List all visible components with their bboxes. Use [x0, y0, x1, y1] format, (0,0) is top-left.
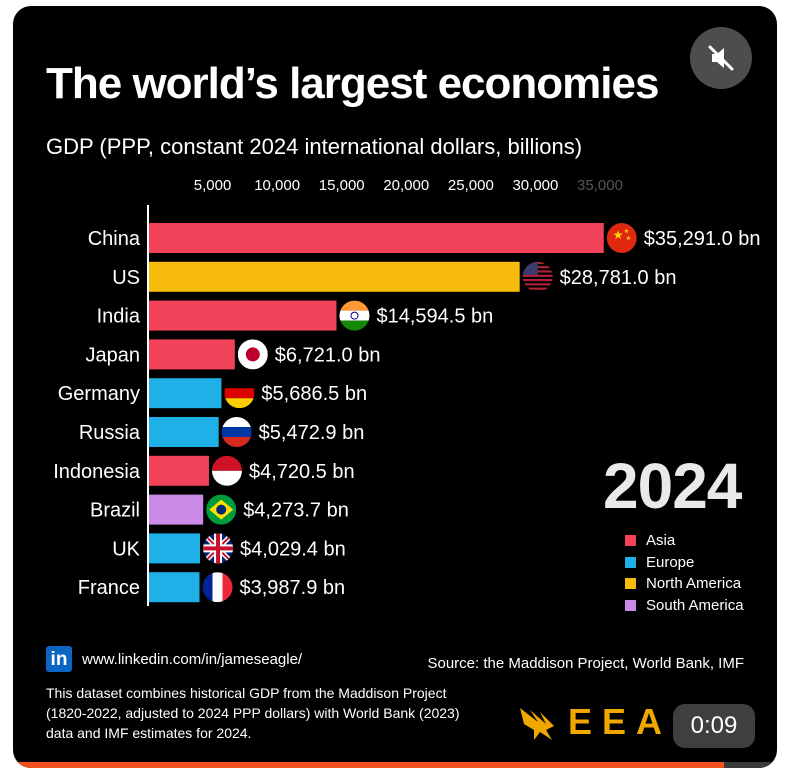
category-label: Russia	[79, 422, 141, 444]
bar	[149, 223, 604, 253]
bar	[149, 494, 204, 525]
legend-label: North America	[646, 575, 742, 593]
chart-subtitle: GDP (PPP, constant 2024 international do…	[46, 134, 583, 159]
category-label: Brazil	[90, 500, 140, 522]
linkedin-icon: in	[46, 646, 72, 672]
legend-label: Europe	[646, 553, 695, 571]
value-label: $5,472.9 bn	[259, 422, 365, 444]
x-tick-label: 30,000	[512, 177, 558, 194]
legend-label: Asia	[646, 532, 676, 550]
svg-text:★: ★	[624, 228, 629, 235]
bar	[149, 261, 520, 292]
value-label: $4,029.4 bn	[240, 538, 346, 560]
france-flag-icon	[202, 572, 233, 603]
footnote-line: data and IMF estimates for 2024.	[46, 725, 252, 741]
legend: Asia Europe North America South America	[625, 530, 744, 616]
legend-swatch	[625, 578, 636, 590]
bar	[149, 533, 201, 564]
bar	[149, 572, 200, 603]
year-label: 2024	[603, 450, 742, 522]
japan-flag-icon	[237, 339, 268, 370]
eagle-icon	[520, 708, 554, 740]
category-label: China	[88, 228, 141, 250]
x-tick-label: 20,000	[383, 177, 429, 194]
svg-text:★: ★	[626, 235, 631, 242]
uk-flag-icon	[203, 533, 234, 564]
legend-swatch	[625, 599, 636, 611]
legend-item: Asia	[625, 530, 744, 552]
legend-swatch	[625, 535, 636, 547]
mute-button[interactable]	[690, 27, 752, 89]
video-card[interactable]: The world’s largest economies GDP (PPP, …	[13, 6, 777, 768]
chart-title: The world’s largest economies	[46, 59, 659, 108]
x-tick-label: 25,000	[448, 177, 494, 194]
value-label: $3,987.9 bn	[240, 577, 346, 599]
value-label: $35,291.0 bn	[644, 228, 761, 250]
china-flag-icon: ★ ★★	[606, 223, 637, 253]
footnote: This dataset combines historical GDP fro…	[46, 683, 516, 743]
x-tick-label: 35,000	[577, 177, 623, 194]
value-label: $14,594.5 bn	[376, 306, 493, 328]
x-tick-label: 5,000	[194, 177, 232, 194]
value-label: $4,720.5 bn	[249, 461, 355, 483]
video-progress-fill	[13, 762, 724, 768]
category-label: UK	[112, 538, 140, 560]
category-label: Indonesia	[53, 461, 141, 483]
us-flag-icon	[522, 261, 553, 290]
video-timer: 0:09	[673, 704, 755, 748]
value-label: $4,273.7 bn	[243, 500, 349, 522]
legend-label: South America	[646, 596, 744, 614]
india-flag-icon	[339, 300, 370, 331]
x-tick-label: 15,000	[319, 177, 365, 194]
category-label: Germany	[58, 383, 140, 405]
svg-text:★: ★	[613, 228, 624, 242]
bar	[149, 378, 222, 409]
russia-flag-icon	[221, 417, 252, 447]
brazil-flag-icon	[206, 494, 237, 525]
legend-item: North America	[625, 573, 744, 595]
category-label: Japan	[86, 344, 141, 366]
value-label: $5,686.5 bn	[261, 383, 367, 405]
brand-logo: EEA	[516, 700, 672, 744]
germany-flag-icon	[224, 378, 255, 409]
bar	[149, 300, 337, 331]
legend-item: Europe	[625, 552, 744, 574]
x-tick-label: 10,000	[254, 177, 300, 194]
indonesia-flag-icon	[211, 455, 242, 486]
bar	[149, 417, 219, 447]
category-label: France	[78, 577, 140, 599]
value-label: $28,781.0 bn	[560, 267, 677, 289]
muted-speaker-icon	[708, 45, 734, 71]
footnote-line: This dataset combines historical GDP fro…	[46, 685, 447, 701]
bar	[149, 339, 235, 370]
brand-text: EEA	[568, 701, 673, 742]
footnote-line: (1820-2022, adjusted to 2024 PPP dollars…	[46, 705, 460, 721]
category-label: India	[97, 306, 141, 328]
bar	[149, 455, 209, 486]
legend-swatch	[625, 556, 636, 568]
bar-chart: 5,000 10,000 15,000 20,000 25,000 30,000 35,00…	[53, 177, 761, 606]
category-label: US	[112, 267, 140, 289]
value-label: $6,721.0 bn	[275, 344, 381, 366]
video-progress-bar[interactable]	[13, 762, 777, 768]
linkedin-url: www.linkedin.com/in/jameseagle/	[82, 650, 303, 668]
legend-item: South America	[625, 595, 744, 617]
source-note: Source: the Maddison Project, World Bank…	[427, 655, 744, 672]
linkedin-link[interactable]: in www.linkedin.com/in/jameseagle/	[46, 646, 302, 672]
